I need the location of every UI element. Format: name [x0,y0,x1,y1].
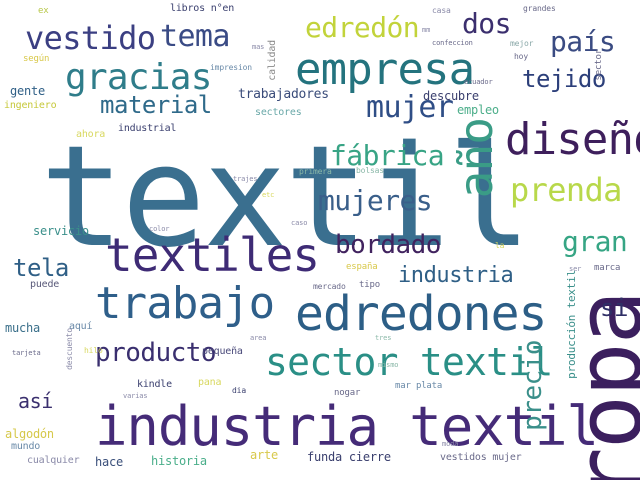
cloud-word: puede [30,279,60,290]
cloud-word: bolsas [356,166,384,175]
cloud-word: mejor [510,39,534,48]
cloud-word: area [250,334,267,342]
cloud-word: tema [160,19,230,54]
cloud-word: diseño [505,114,640,165]
cloud-word: si [600,294,628,322]
cloud-word: trajes [233,175,258,183]
cloud-word: trabajadores [238,87,329,102]
cloud-word: pequeña [202,346,243,357]
cloud-word: arte [250,448,278,462]
cloud-word: bordado [335,230,441,260]
cloud-word: sectores [255,107,302,118]
cloud-word: fábrica [330,139,445,172]
cloud-word: textil [40,116,532,279]
cloud-word: primera [299,167,332,176]
cloud-word: libros n°en [170,3,235,14]
cloud-word: sector [594,49,604,81]
cloud-word: país [550,25,616,58]
cloud-word: empresa [295,44,475,95]
cloud-word: tipo [359,280,380,290]
cloud-word: empleo [457,103,499,117]
cloud-word: dos [462,7,511,40]
cloud-word: servicio [33,224,89,238]
cloud-word: año [449,118,503,199]
cloud-word: algodón [5,427,54,441]
cloud-word: vestido [25,19,156,57]
cloud-word: mercado [313,282,346,291]
cloud-word: mismo [378,361,399,369]
cloud-word: etc [262,191,275,199]
cloud-word: edredón [305,11,420,44]
cloud-word: así [18,389,53,413]
cloud-word: hilo [84,346,103,355]
cloud-word: nogar [334,388,361,398]
cloud-word: tres [375,334,392,342]
cloud-word: pana [198,377,222,388]
cloud-word: mujeres [318,184,433,217]
cloud-word: tarjeta [12,349,41,357]
cloud-word: mm [422,26,431,34]
cloud-word: edredones [295,286,547,342]
cloud-word: tela [13,254,69,282]
cloud-word: gente [10,84,45,98]
cloud-word: descuento [65,328,74,370]
cloud-word: según [23,54,50,64]
cloud-word: impresion [210,63,252,72]
cloud-word: gran [562,225,628,258]
cloud-word: grandes [523,4,556,13]
cloud-word: hoy [514,52,528,61]
cloud-word: ingeniero [4,100,57,111]
cloud-word: mujer [366,90,454,125]
cloud-word: historia [151,454,207,468]
cloud-word: mar plata [395,381,443,391]
cloud-word: ser [569,265,582,273]
cloud-word: españa [346,262,378,272]
cloud-word: producción textil [565,270,578,379]
cloud-word: mas [252,43,265,51]
cloud-word: industria [398,263,514,288]
cloud-word: dia [232,386,246,395]
cloud-word: industria textil [95,395,599,458]
cloud-word: ex [38,6,49,16]
cloud-word: cualquier [27,455,80,466]
cloud-word: gracias [65,57,212,98]
cloud-word: vestidos mujer [440,452,522,463]
cloud-word: hace [95,455,123,469]
cloud-word: producto [95,338,217,368]
cloud-word: mundo [11,441,41,452]
cloud-word: prenda [510,171,622,209]
cloud-word: tejido [522,65,606,93]
cloud-word: ahora [76,129,106,140]
cloud-word: confeccion [432,39,473,47]
cloud-word: caso [291,219,308,227]
cloud-word: varias [123,392,148,400]
cloud-word: la [495,241,505,250]
cloud-word: descubre [423,89,479,103]
cloud-word: mucha [5,321,40,335]
cloud-word: industrial [118,123,177,134]
cloud-word: calidad [267,40,278,81]
cloud-word: aquí [69,321,93,332]
cloud-word: precio [518,340,548,431]
cloud-word: moda [442,440,459,448]
cloud-word: trabajo [95,278,275,329]
cloud-word: sector textil [265,340,553,384]
cloud-word: kindle [137,379,172,390]
cloud-word: color [149,225,170,233]
cloud-word: casa [432,6,451,15]
cloud-word: ecuador [464,78,493,86]
cloud-word: marca [594,263,621,273]
cloud-word: material [100,91,212,119]
cloud-word: textiles [105,228,320,282]
cloud-word: funda cierre [307,450,391,464]
